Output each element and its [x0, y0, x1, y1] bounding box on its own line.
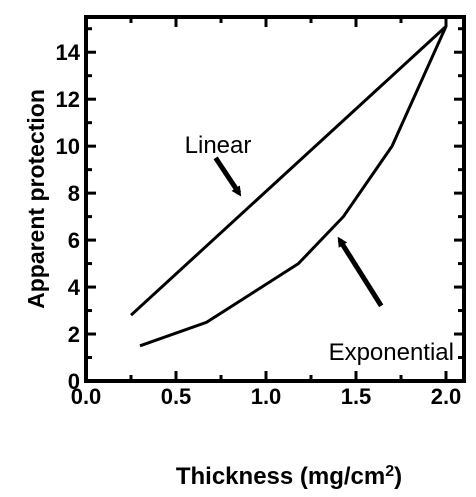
ticks: 0.0 0.5 1.0 1.5 2.0 0 2 4 6 8 10 12 14 [56, 17, 464, 409]
x-axis-title-superscript: 2 [385, 463, 394, 480]
x-axis-title: Thickness (mg/cm2) [176, 463, 402, 491]
annotation-arrow-exponential [337, 236, 384, 308]
annotation-label-linear: Linear [185, 132, 252, 159]
y-tick-label: 12 [56, 87, 80, 112]
series [129, 25, 448, 348]
annotation-label-exponential: Exponential [329, 339, 454, 366]
y-tick-label: 2 [68, 322, 80, 347]
annotation-arrow-linear [213, 156, 242, 197]
x-tick-label: 2.0 [431, 384, 462, 409]
series-line-exponential [139, 25, 448, 348]
x-tick-label: 1.0 [251, 384, 282, 409]
x-tick-label: 0.0 [71, 384, 102, 409]
series-line-linear [129, 25, 448, 317]
y-tick-label: 10 [56, 134, 80, 159]
x-tick-label: 1.5 [341, 384, 372, 409]
plot-frame [84, 15, 466, 383]
y-tick-label: 0 [68, 369, 80, 394]
y-tick-label: 14 [56, 40, 81, 65]
y-axis-title: Apparent protection [23, 89, 49, 309]
x-tick-label: 0.5 [161, 384, 192, 409]
y-tick-label: 4 [68, 275, 81, 300]
y-tick-label: 6 [68, 228, 80, 253]
y-tick-label: 8 [68, 181, 80, 206]
annotations: Linear Exponential [185, 132, 454, 366]
